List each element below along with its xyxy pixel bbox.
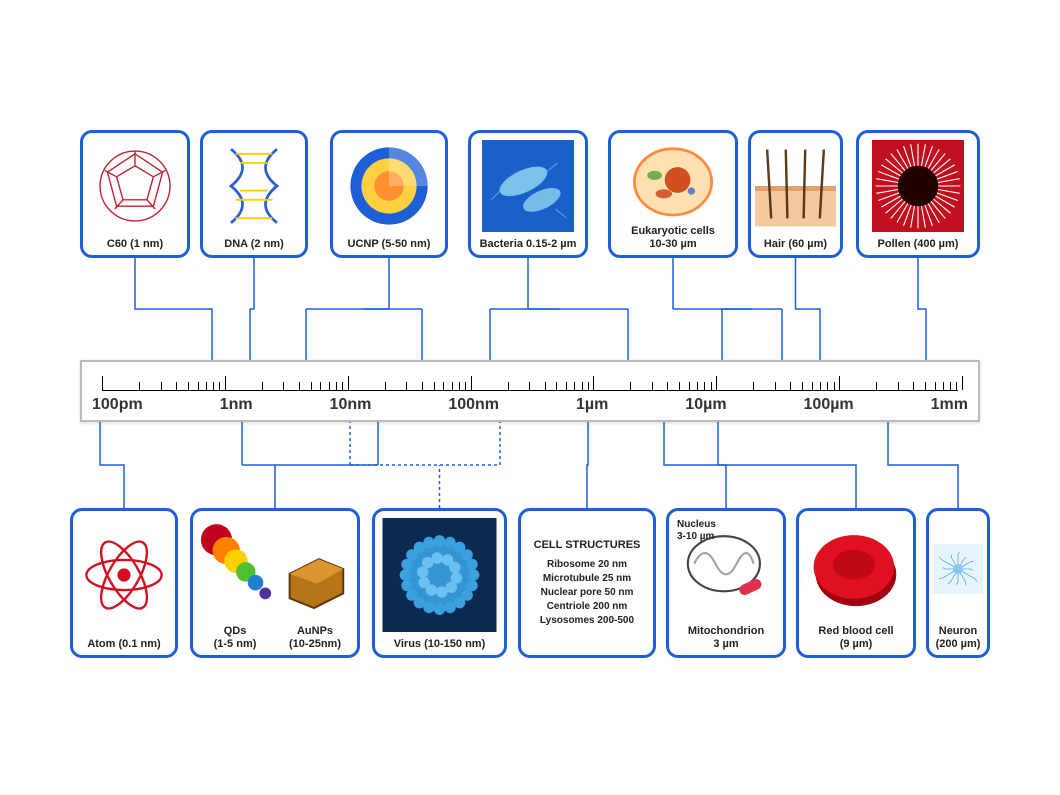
card-pollen: Pollen (400 µm) (856, 130, 980, 258)
bacteria-label: Bacteria 0.15-2 µm (475, 236, 581, 251)
qd-aunp-label: QDs(1-5 nm)AuNPs(10-25nm) (197, 623, 353, 651)
neuron-label: Neuron (200 µm) (933, 623, 983, 651)
scale-label: 100µm (804, 396, 854, 414)
atom-label: Atom (0.1 nm) (77, 636, 171, 651)
qd-aunp-icon (197, 515, 353, 623)
bacteria-icon (475, 137, 581, 236)
dna-label: DNA (2 nm) (207, 236, 301, 251)
scale-label: 10µm (685, 396, 726, 414)
cell-struct-line: Nuclear pore 50 nm (534, 586, 641, 600)
card-atom: Atom (0.1 nm) (70, 508, 178, 658)
ucnp-label: UCNP (5-50 nm) (337, 236, 441, 251)
card-hair: Hair (60 µm) (748, 130, 843, 258)
scale-label: 1mm (931, 396, 968, 414)
eukaryotic-label: Eukaryotic cells10-30 µm (615, 223, 731, 251)
scale-labels: 100pm 1nm 10nm 100nm 1µm 10µm 100µm 1mm (82, 396, 978, 414)
cell-struct-line: Lysosomes 200-500 (534, 614, 641, 628)
cell-structures-text: CELL STRUCTURES Ribosome 20 nmMicrotubule… (534, 538, 641, 627)
card-eukaryotic: Eukaryotic cells10-30 µm (608, 130, 738, 258)
hair-label: Hair (60 µm) (755, 236, 836, 251)
rbc-icon (803, 515, 909, 623)
card-mito: Nucleus3-10 µm Mitochondrion3 µm (666, 508, 786, 658)
card-qd-aunp: QDs(1-5 nm)AuNPs(10-25nm) (190, 508, 360, 658)
eukaryotic-icon (615, 137, 731, 223)
card-virus: Virus (10-150 nm) (372, 508, 507, 658)
rbc-label: Red blood cell(9 µm) (803, 623, 909, 651)
c60-label: C60 (1 nm) (87, 236, 183, 251)
size-scale-diagram: 100pm 1nm 10nm 100nm 1µm 10µm 100µm 1mm C60 (1 … (70, 130, 990, 660)
card-dna: DNA (2 nm) (200, 130, 308, 258)
cell-structures-title: CELL STRUCTURES (534, 538, 641, 553)
scale-ticks (102, 370, 958, 392)
cell-struct-line: Microtubule 25 nm (534, 572, 641, 586)
card-rbc: Red blood cell(9 µm) (796, 508, 916, 658)
dna-icon (207, 137, 301, 236)
scale-label: 10nm (330, 396, 372, 414)
nucleus-overlay-label: Nucleus3-10 µm (677, 519, 716, 543)
cell-struct-line: Centriole 200 nm (534, 600, 641, 614)
pollen-label: Pollen (400 µm) (863, 236, 973, 251)
card-c60: C60 (1 nm) (80, 130, 190, 258)
mito-label: Mitochondrion3 µm (673, 623, 779, 651)
card-bacteria: Bacteria 0.15-2 µm (468, 130, 588, 258)
card-cellstruct: CELL STRUCTURES Ribosome 20 nmMicrotubule… (518, 508, 656, 658)
cell-struct-line: Ribosome 20 nm (534, 558, 641, 572)
scale-label: 100pm (92, 396, 143, 414)
virus-label: Virus (10-150 nm) (379, 636, 500, 651)
pollen-icon (863, 137, 973, 236)
card-ucnp: UCNP (5-50 nm) (330, 130, 448, 258)
neuron-icon (933, 515, 983, 623)
hair-icon (755, 137, 836, 236)
virus-icon (379, 515, 500, 636)
c60-icon (87, 137, 183, 236)
scale-label: 1µm (576, 396, 608, 414)
scale-label: 100nm (448, 396, 499, 414)
atom-icon (77, 515, 171, 636)
mito-icon: Nucleus3-10 µm (673, 515, 779, 623)
scale-label: 1nm (220, 396, 253, 414)
card-neuron: Neuron (200 µm) (926, 508, 990, 658)
ucnp-icon (337, 137, 441, 236)
scale-bar: 100pm 1nm 10nm 100nm 1µm 10µm 100µm 1mm (80, 360, 980, 422)
